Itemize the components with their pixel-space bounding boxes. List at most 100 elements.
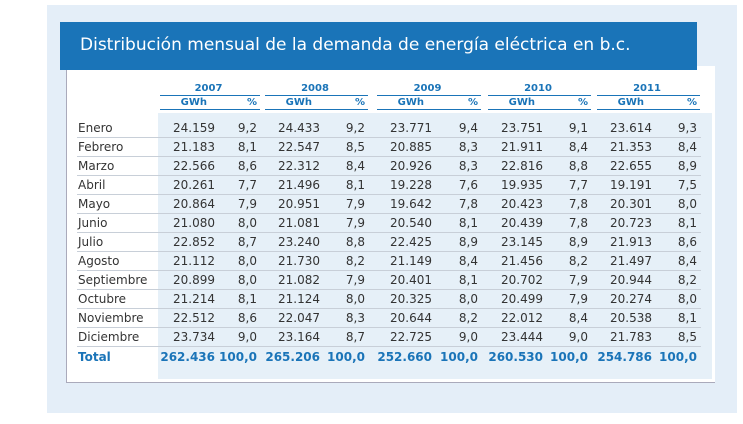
row-value: 20.944: [610, 273, 652, 287]
title: Distribución mensual de la demanda de en…: [60, 22, 697, 70]
row-value: 21.913: [610, 235, 652, 249]
row-share: 8,1: [458, 273, 478, 287]
row-value: 22.425: [390, 235, 432, 249]
row-share: 8,1: [345, 178, 365, 192]
row-share: 8,8: [568, 159, 588, 173]
row-share: 7,9: [237, 197, 257, 211]
header-rule: [265, 95, 368, 96]
row-rule: [77, 289, 701, 290]
row-value: 21.112: [173, 254, 215, 268]
row-share: 8,6: [237, 159, 257, 173]
row-share: 8,5: [677, 330, 697, 344]
row-value: 23.751: [501, 121, 543, 135]
row-share: 7,8: [458, 197, 478, 211]
row-share: 8,8: [345, 235, 365, 249]
row-value: 20.540: [390, 216, 432, 230]
header-rule: [488, 109, 591, 110]
row-label: Noviembre: [78, 311, 144, 325]
row-share: 8,1: [677, 216, 697, 230]
row-value: 22.547: [278, 140, 320, 154]
row-share: 8,2: [345, 254, 365, 268]
row-value: 21.124: [278, 292, 320, 306]
row-value: 21.080: [173, 216, 215, 230]
row-value: 23.771: [390, 121, 432, 135]
header-rule: [597, 109, 700, 110]
row-share: 8,7: [345, 330, 365, 344]
row-value: 20.899: [173, 273, 215, 287]
row-rule: [77, 156, 701, 157]
row-rule: [77, 213, 701, 214]
row-value: 20.274: [610, 292, 652, 306]
row-share: 7,9: [345, 216, 365, 230]
row-label: Octubre: [78, 292, 127, 306]
unit-header: GWh: [180, 97, 207, 108]
row-value: 19.191: [610, 178, 652, 192]
row-rule: [77, 175, 701, 176]
year-header: 2009: [413, 83, 442, 94]
unit-header: GWh: [508, 97, 535, 108]
row-value: 22.816: [501, 159, 543, 173]
row-value: 21.353: [610, 140, 652, 154]
row-value: 20.261: [173, 178, 215, 192]
row-value: 22.566: [173, 159, 215, 173]
header-rule: [597, 95, 700, 96]
row-share: 8,5: [345, 140, 365, 154]
total-label: Total: [78, 350, 111, 364]
row-share: 8,1: [677, 311, 697, 325]
row-share: 7,9: [568, 292, 588, 306]
row-rule: [77, 308, 701, 309]
row-share: 7,6: [458, 178, 478, 192]
row-value: 19.228: [390, 178, 432, 192]
row-value: 21.783: [610, 330, 652, 344]
row-share: 9,4: [458, 121, 478, 135]
header-rule: [377, 109, 481, 110]
row-rule: [77, 346, 701, 347]
row-label: Marzo: [78, 159, 115, 173]
year-header: 2010: [524, 83, 552, 94]
row-rule: [77, 270, 701, 271]
row-share: 8,4: [568, 140, 588, 154]
unit-header: %: [577, 97, 588, 108]
year-header: 2011: [633, 83, 661, 94]
total-share: 100,0: [550, 350, 588, 364]
row-value: 21.911: [501, 140, 543, 154]
row-label: Abril: [78, 178, 106, 192]
row-value: 20.864: [173, 197, 215, 211]
row-label: Septiembre: [78, 273, 148, 287]
row-value: 20.401: [390, 273, 432, 287]
row-rule: [77, 251, 701, 252]
row-value: 23.444: [501, 330, 543, 344]
row-share: 7,8: [568, 216, 588, 230]
row-share: 8,0: [458, 292, 478, 306]
row-share: 9,0: [458, 330, 478, 344]
row-share: 8,4: [345, 159, 365, 173]
row-value: 24.433: [278, 121, 320, 135]
row-label: Febrero: [78, 140, 124, 154]
row-label: Enero: [78, 121, 113, 135]
row-share: 8,0: [237, 273, 257, 287]
total-share: 100,0: [219, 350, 257, 364]
row-value: 22.725: [390, 330, 432, 344]
row-share: 9,0: [568, 330, 588, 344]
unit-header: GWh: [617, 97, 644, 108]
row-share: 8,9: [677, 159, 697, 173]
row-share: 8,0: [677, 197, 697, 211]
row-value: 22.012: [501, 311, 543, 325]
row-value: 20.951: [278, 197, 320, 211]
row-share: 9,2: [345, 121, 365, 135]
row-label: Diciembre: [78, 330, 140, 344]
row-share: 8,6: [677, 235, 697, 249]
row-value: 20.644: [390, 311, 432, 325]
row-share: 8,6: [237, 311, 257, 325]
year-header: 2007: [194, 83, 223, 94]
row-value: 20.439: [501, 216, 543, 230]
row-value: 23.240: [278, 235, 320, 249]
unit-header: %: [686, 97, 697, 108]
row-share: 8,0: [237, 216, 257, 230]
total-share: 100,0: [440, 350, 478, 364]
header-rule: [377, 95, 481, 96]
row-value: 20.723: [610, 216, 652, 230]
row-share: 8,0: [237, 254, 257, 268]
data-band: [158, 113, 712, 379]
row-share: 8,1: [237, 140, 257, 154]
